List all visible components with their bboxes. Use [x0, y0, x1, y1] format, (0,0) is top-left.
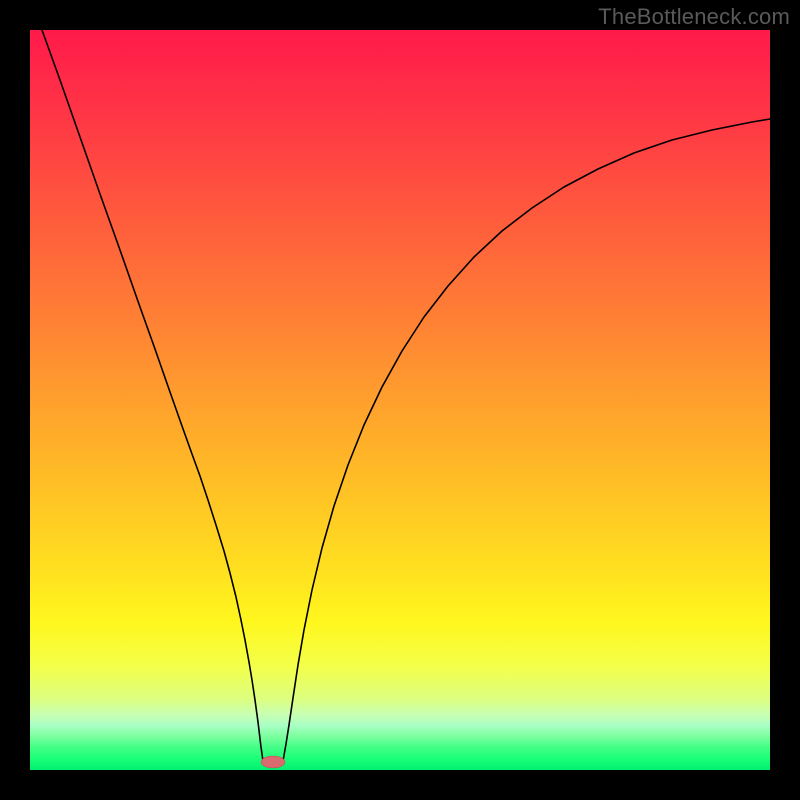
- optimal-marker: [261, 756, 285, 768]
- plot-background: [30, 30, 770, 770]
- watermark-text: TheBottleneck.com: [598, 4, 790, 30]
- chart-container: { "watermark": { "text": "TheBottleneck.…: [0, 0, 800, 800]
- bottleneck-chart: [0, 0, 800, 800]
